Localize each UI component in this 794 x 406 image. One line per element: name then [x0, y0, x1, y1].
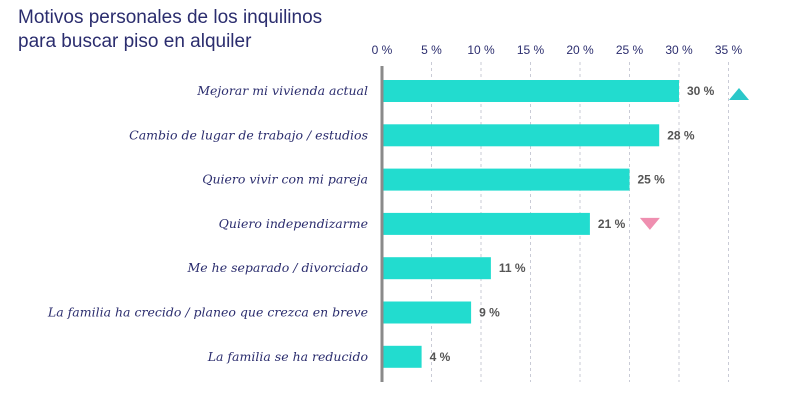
bar [382, 257, 491, 280]
chart-title-line-1: Motivos personales de los inquilinos [18, 7, 323, 28]
trend-indicators [639, 88, 749, 230]
bar [382, 80, 679, 102]
bar [382, 212, 590, 235]
value-label: 28 % [667, 128, 695, 142]
value-label: 21 % [598, 217, 626, 231]
category-label: Mejorar mi vivienda actual [196, 83, 368, 98]
category-labels: Mejorar mi vivienda actual Cambio de luga… [47, 83, 368, 364]
value-label: 25 % [638, 173, 666, 187]
category-label: Quiero vivir con mi pareja [202, 172, 368, 187]
category-label: Quiero independizarme [219, 216, 368, 231]
value-label: 11 % [499, 261, 526, 275]
bar [382, 168, 630, 191]
value-label: 9 % [479, 306, 500, 320]
x-tick-label: 25 % [616, 43, 644, 57]
trend-up-icon [729, 88, 749, 100]
bar [382, 124, 660, 147]
category-label: Me he separado / divorciado [186, 260, 368, 275]
chart-title-line-2: para buscar piso en alquiler [18, 31, 252, 52]
x-axis-ticks: 0 % 5 % 10 % 15 % 20 % 25 % 30 % 35 % [372, 43, 743, 57]
x-tick-label: 5 % [421, 43, 442, 57]
category-label: La familia se ha reducido [207, 349, 368, 364]
grid-lines [431, 62, 729, 382]
category-label: La familia ha crecido / planeo que crezc… [47, 305, 368, 320]
category-label: Cambio de lugar de trabajo / estudios [129, 127, 368, 142]
bar [382, 345, 422, 368]
x-tick-label: 30 % [665, 43, 693, 57]
x-tick-label: 10 % [467, 43, 495, 57]
value-labels: 30 % 28 % 25 % 21 % 11 % 9 % 4 % [430, 84, 715, 364]
x-tick-label: 0 % [372, 43, 393, 57]
chart-title: Motivos personales de los inquilinos par… [18, 6, 322, 54]
bars [382, 80, 679, 368]
x-tick-label: 15 % [517, 43, 545, 57]
trend-down-icon [639, 217, 660, 230]
x-tick-label: 35 % [715, 43, 743, 57]
value-label: 4 % [430, 350, 451, 364]
x-tick-label: 20 % [566, 43, 594, 57]
value-label: 30 % [687, 84, 715, 98]
bar [382, 301, 472, 324]
